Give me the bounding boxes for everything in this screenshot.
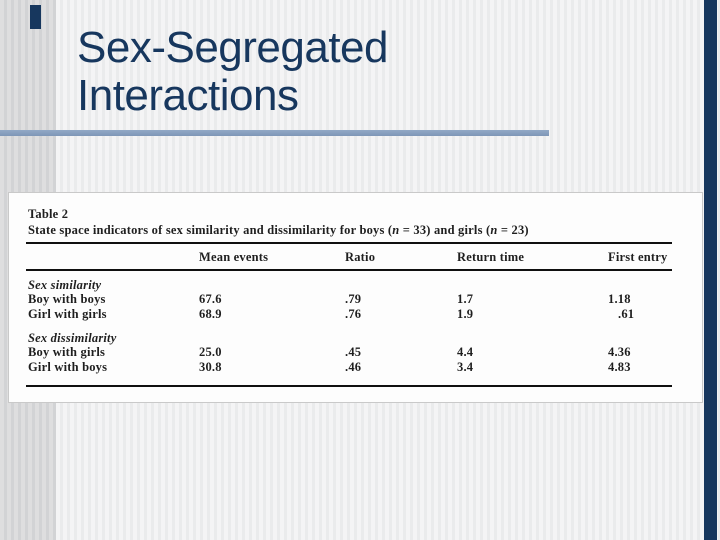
column-header-return-time: Return time — [457, 250, 525, 264]
row-label: Boy with boys — [28, 291, 106, 306]
cell-value: .61 — [618, 306, 635, 321]
table-top-rule — [26, 242, 672, 244]
cell-value: 1.9 — [457, 306, 474, 321]
table-caption: State space indicators of sex similarity… — [28, 223, 529, 237]
slide-title: Sex-Segregated Interactions — [77, 24, 677, 120]
cell-value: 3.4 — [457, 359, 474, 374]
cell-value: 4.36 — [608, 344, 631, 359]
cell-value: 30.8 — [199, 359, 222, 374]
cell-value: .46 — [345, 359, 362, 374]
table-image: Table 2 State space indicators of sex si… — [26, 207, 676, 387]
column-header-ratio: Ratio — [345, 250, 376, 264]
title-underline — [0, 130, 549, 136]
table-bottom-rule — [26, 384, 672, 387]
section-header-dissimilarity: Sex dissimilarity — [28, 330, 117, 345]
cell-value: .76 — [345, 306, 362, 321]
cell-value: 67.6 — [199, 291, 222, 306]
cell-value: 4.4 — [457, 344, 474, 359]
table-row: Boy with girls 25.0 .45 4.4 4.36 — [28, 345, 676, 360]
right-accent-bar — [704, 0, 717, 540]
table-label: Table 2 — [28, 207, 69, 221]
n-variable: n — [392, 223, 400, 237]
slide-title-line2: Interactions — [77, 71, 299, 120]
row-label: Girl with girls — [28, 306, 107, 321]
row-label: Girl with boys — [28, 359, 108, 374]
cell-value: 68.9 — [199, 306, 222, 321]
cell-value: 1.18 — [608, 291, 631, 306]
slide-title-line1: Sex-Segregated — [77, 23, 389, 72]
cell-value: .45 — [345, 344, 362, 359]
table-header-rule — [26, 269, 672, 271]
cell-value: 4.83 — [608, 359, 631, 374]
column-header-row: Mean events Ratio Return time First entr… — [28, 250, 676, 265]
column-header-first-entry: First entry — [608, 250, 668, 264]
table-row: Girl with boys 30.8 .46 3.4 4.83 — [28, 360, 676, 375]
table-row: Girl with girls 68.9 .76 1.9 .61 — [28, 307, 676, 322]
section-header-similarity: Sex similarity — [28, 277, 102, 292]
content-panel: Table 2 State space indicators of sex si… — [8, 192, 703, 403]
cell-value: 25.0 — [199, 344, 222, 359]
cell-value: 1.7 — [457, 291, 474, 306]
column-header-mean-events: Mean events — [199, 250, 269, 264]
n-variable: n — [490, 223, 498, 237]
row-label: Boy with girls — [28, 344, 106, 359]
table-row: Boy with boys 67.6 .79 1.7 1.18 — [28, 292, 676, 307]
title-accent-bar — [30, 5, 41, 29]
cell-value: .79 — [345, 291, 362, 306]
